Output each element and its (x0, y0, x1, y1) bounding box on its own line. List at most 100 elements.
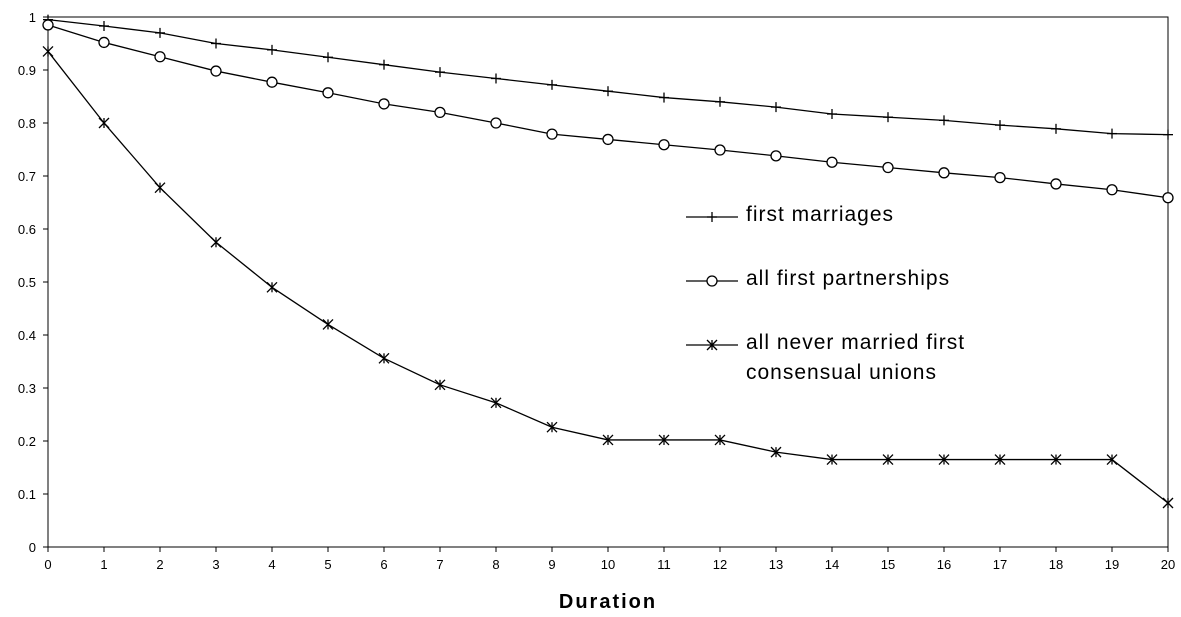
marker (1163, 129, 1173, 140)
marker (1162, 192, 1174, 204)
marker (435, 67, 445, 78)
marker (658, 139, 670, 151)
legend-item: all never married first consensual union… (686, 328, 1166, 392)
marker (322, 87, 334, 99)
legend-label: all first partnerships (746, 267, 951, 290)
marker (1051, 123, 1061, 134)
x-tick-label: 19 (1105, 557, 1119, 572)
marker (826, 454, 838, 466)
marker (1050, 178, 1062, 190)
marker (715, 96, 725, 107)
x-tick-label: 20 (1161, 557, 1175, 572)
marker (602, 133, 614, 146)
marker (379, 59, 389, 70)
x-tick-label: 15 (881, 557, 895, 572)
marker-circle (42, 19, 54, 31)
marker-circle (994, 171, 1006, 184)
marker (491, 73, 501, 84)
marker (546, 128, 558, 140)
marker (714, 434, 726, 446)
x-tick-label: 11 (657, 557, 671, 572)
y-tick-label: 0.4 (18, 328, 36, 343)
marker (882, 161, 894, 174)
marker-circle (826, 156, 838, 168)
marker (1162, 497, 1174, 509)
marker (938, 454, 950, 466)
x-tick-label: 8 (492, 557, 499, 572)
y-tick-label: 0.6 (18, 222, 36, 237)
y-tick-label: 0.8 (18, 116, 36, 131)
legend-item: first marriages (686, 200, 1166, 264)
series-line (47, 19, 1169, 136)
series-line (47, 24, 1169, 199)
marker-circle (1106, 184, 1118, 196)
legend-label: all never married first consensual union… (746, 331, 966, 384)
marker (266, 76, 278, 88)
marker (99, 21, 109, 32)
marker (994, 454, 1006, 466)
x-tick-label: 12 (713, 557, 727, 572)
x-tick-label: 1 (100, 557, 107, 572)
x-tick-label: 7 (436, 557, 443, 572)
marker (378, 98, 390, 110)
marker-circle (210, 65, 222, 77)
y-tick-label: 0.1 (18, 487, 36, 502)
marker (1106, 454, 1118, 466)
marker-circle (1162, 192, 1174, 204)
marker (322, 318, 334, 330)
y-tick-label: 0.9 (18, 63, 36, 78)
x-tick-label: 14 (825, 557, 839, 572)
marker-circle (98, 36, 110, 49)
marker-circle (154, 51, 166, 63)
y-tick-label: 1 (29, 10, 36, 25)
legend-label: first marriages (746, 203, 895, 226)
marker-circle (602, 133, 614, 146)
marker (827, 108, 837, 119)
x-tick-label: 2 (156, 557, 163, 572)
marker (714, 144, 726, 156)
x-tick-label: 18 (1049, 557, 1063, 572)
marker-circle (658, 139, 670, 151)
marker (994, 171, 1006, 184)
marker (378, 352, 390, 364)
x-tick-label: 10 (601, 557, 615, 572)
marker (706, 339, 718, 351)
marker-circle (882, 161, 894, 174)
x-tick-label: 16 (937, 557, 951, 572)
marker-circle (770, 150, 782, 162)
x-tick-label: 5 (324, 557, 331, 572)
marker (1106, 184, 1118, 196)
marker-circle (546, 128, 558, 140)
x-tick-label: 13 (769, 557, 783, 572)
x-tick-label: 3 (212, 557, 219, 572)
marker (1050, 454, 1062, 466)
marker (658, 434, 670, 446)
marker (98, 36, 110, 49)
marker (707, 212, 717, 222)
y-tick-label: 0.3 (18, 381, 36, 396)
y-tick-label: 0.7 (18, 169, 36, 184)
marker (771, 102, 781, 113)
marker (883, 112, 893, 123)
marker-circle (434, 106, 446, 119)
y-tick-label: 0 (29, 540, 36, 555)
marker (995, 120, 1005, 131)
marker-circle (266, 76, 278, 88)
marker-circle (938, 167, 950, 179)
marker (266, 281, 278, 293)
y-tick-label: 0.5 (18, 275, 36, 290)
marker (603, 86, 613, 97)
x-tick-label: 9 (548, 557, 555, 572)
marker (323, 52, 333, 63)
marker (706, 275, 718, 287)
marker-circle (322, 87, 334, 99)
marker (154, 51, 166, 63)
marker (938, 167, 950, 179)
marker (42, 19, 54, 31)
marker (659, 92, 669, 103)
marker (155, 27, 165, 38)
marker (267, 44, 277, 55)
y-tick-label: 0.2 (18, 434, 36, 449)
